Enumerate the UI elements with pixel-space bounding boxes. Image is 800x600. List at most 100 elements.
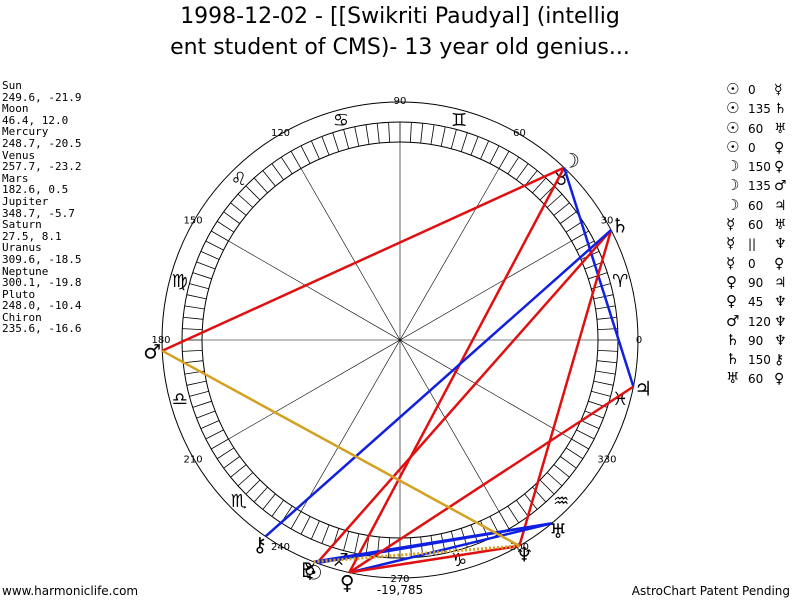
- zodiac-sign-glyph: ♎: [172, 389, 188, 410]
- aspect-line: [316, 229, 613, 564]
- aspect-line: [518, 229, 613, 547]
- band-tick: [183, 360, 204, 364]
- chart-title-line-2: ent student of CMS)- 13 year old genius.…: [170, 35, 630, 60]
- planet-glyph: ♅: [549, 519, 567, 543]
- band-tick: [591, 390, 611, 397]
- band-tick: [571, 438, 589, 450]
- aspect-planet-1: ♀: [726, 272, 737, 291]
- band-tick: [205, 240, 224, 251]
- degree-label: 90: [394, 96, 407, 107]
- zodiac-sign-glyph: ♓: [612, 389, 628, 410]
- band-tick: [223, 211, 241, 224]
- aspect-degree: 150: [748, 160, 771, 175]
- band-tick: [498, 511, 510, 529]
- band-tick: [450, 129, 457, 149]
- band-tick: [343, 531, 350, 551]
- aspect-degree: 0: [748, 256, 756, 271]
- aspect-planet-1: ♂: [726, 311, 740, 330]
- band-tick: [310, 520, 320, 540]
- aspect-row: ☉ 0 ☿: [726, 80, 787, 99]
- band-tick: [546, 193, 563, 208]
- band-tick: [262, 493, 276, 510]
- band-tick: [595, 370, 616, 375]
- zodiac-sign-glyph: ♋: [333, 110, 349, 131]
- aspect-planet-1: ☿: [726, 253, 736, 272]
- band-tick: [186, 294, 207, 300]
- aspect-planet-1: ☉: [726, 137, 740, 156]
- aspect-planet-2: ♀: [774, 139, 785, 156]
- band-tick: [516, 499, 529, 517]
- aspect-line: [161, 349, 520, 548]
- band-tick: [216, 447, 235, 460]
- aspect-degree: 45: [748, 295, 764, 310]
- planet-glyph: ☿: [304, 559, 316, 583]
- position-value: 257.7, -23.2: [2, 160, 82, 174]
- aspect-planet-2: ♃: [774, 274, 787, 291]
- band-tick: [184, 305, 205, 310]
- aspect-line: [562, 167, 635, 388]
- band-tick: [576, 240, 595, 251]
- band-tick: [310, 140, 320, 160]
- aspect-line: [348, 167, 566, 574]
- band-tick: [470, 136, 479, 156]
- position-value: 27.5, 8.1: [2, 229, 62, 243]
- aspect-planet-1: ☽: [726, 176, 740, 195]
- degree-label: 210: [183, 455, 202, 466]
- band-tick: [559, 211, 577, 224]
- band-tick: [245, 185, 261, 201]
- band-tick: [584, 410, 604, 419]
- band-tick: [290, 511, 302, 529]
- planet-glyph: ☽: [562, 148, 580, 172]
- band-tick: [186, 380, 207, 386]
- position-name: Moon: [2, 102, 29, 116]
- position-name: Uranus: [2, 241, 42, 255]
- band-tick: [182, 328, 203, 331]
- band-tick: [237, 193, 254, 208]
- aspect-line: [313, 522, 552, 563]
- aspect-planet-1: ♅: [726, 369, 740, 388]
- planet-glyph: ♇: [298, 558, 316, 582]
- aspect-row: ☽ 135 ♂: [726, 176, 787, 195]
- band-tick: [189, 283, 209, 290]
- aspect-row: ☽ 150 ♀: [726, 157, 787, 176]
- wheel-outer-circle: [161, 101, 639, 579]
- aspect-planet-2: ♆: [774, 313, 787, 330]
- band-tick: [182, 349, 203, 352]
- band-tick: [430, 124, 435, 145]
- aspect-degree: 0: [748, 140, 756, 155]
- degree-label: 270: [390, 574, 409, 585]
- band-tick: [271, 163, 284, 181]
- aspect-row: ☿ 0 ♀: [726, 254, 787, 273]
- aspect-row: ☿ || ♆: [726, 234, 787, 253]
- band-tick: [498, 151, 510, 169]
- aspect-degree: 60: [748, 121, 764, 136]
- aspect-line: [161, 166, 565, 352]
- aspect-planet-1: ☽: [726, 157, 740, 176]
- planet-glyph: ♂: [143, 339, 161, 363]
- position-name: Mars: [2, 171, 29, 185]
- aspect-line: [264, 229, 612, 538]
- degree-label: 150: [183, 216, 202, 227]
- band-tick: [593, 380, 614, 386]
- position-name: Venus: [2, 148, 36, 162]
- band-tick: [223, 456, 241, 469]
- zodiac-sign-glyph: ♊: [451, 110, 467, 131]
- band-tick: [595, 305, 616, 310]
- aspect-planet-1: ☿: [726, 234, 736, 253]
- aspect-list: ☉ 0 ☿ ☉ 135 ♄ ☉ 60 ♅ ☉ 0 ♀ ☽ 150 ♀ ☽ 135 ♂ ☽ 60 ♃ ☿ 60 ♅ ☿ || ♆ ☿ 0 ♀…: [726, 80, 787, 389]
- band-tick: [196, 261, 216, 270]
- planet-glyph: ⚷: [253, 533, 268, 557]
- position-value: 309.6, -18.5: [2, 252, 82, 266]
- band-tick: [280, 156, 293, 175]
- position-name: Saturn: [2, 218, 42, 232]
- planet-glyph: ♄: [611, 213, 629, 237]
- band-tick: [253, 486, 268, 503]
- position-value: 46.4, 12.0: [2, 113, 69, 127]
- band-tick: [489, 145, 500, 164]
- aspect-planet-2: ♀: [774, 255, 785, 272]
- aspect-degree: 135: [748, 102, 771, 117]
- aspect-row: ♅ 60 ♀: [726, 369, 787, 388]
- aspect-line: [348, 385, 635, 574]
- band-tick: [183, 316, 204, 320]
